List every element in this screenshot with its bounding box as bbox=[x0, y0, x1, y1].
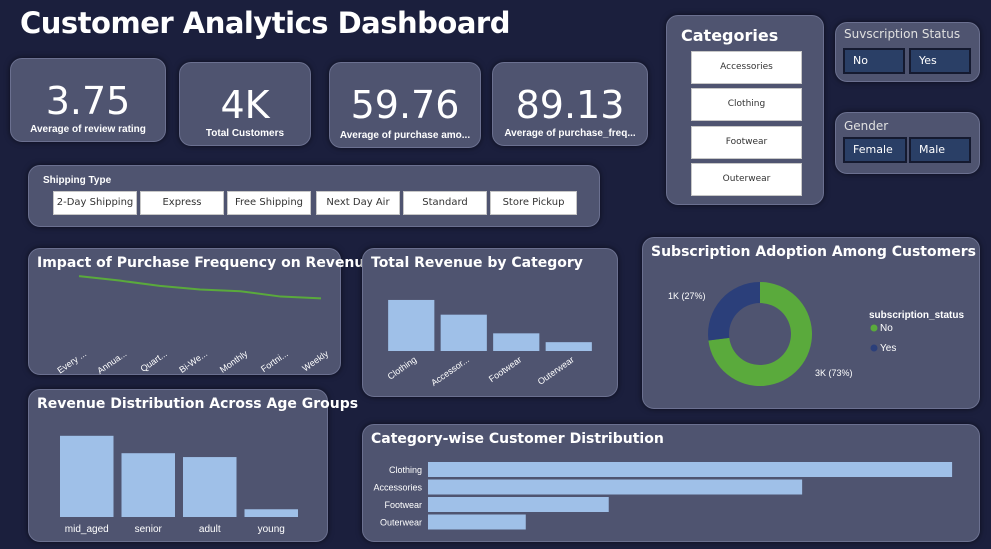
subscription-adoption-chart: Subscription Adoption Among Customers 3K… bbox=[642, 237, 980, 409]
x-tick-label: Clothing bbox=[386, 354, 419, 381]
legend-marker bbox=[870, 324, 878, 332]
category-option-accessories[interactable]: Accessories bbox=[691, 51, 802, 84]
x-tick-label: Bi-We... bbox=[177, 348, 209, 374]
y-tick-label: Accessories bbox=[373, 483, 422, 493]
x-tick-label: Footwear bbox=[487, 354, 523, 384]
legend-title: subscription_status bbox=[869, 310, 964, 321]
donut-slice bbox=[708, 282, 812, 386]
kpi-value: 59.76 bbox=[350, 83, 460, 127]
bar bbox=[388, 299, 435, 351]
donut-slice bbox=[708, 282, 760, 341]
bar bbox=[440, 314, 487, 351]
categories-label: Categories bbox=[681, 26, 779, 45]
y-tick-label: Clothing bbox=[389, 465, 422, 475]
subscription-status-slicer: Suvscription Status No Yes bbox=[835, 22, 980, 82]
kpi-card-purchase-amount[interactable]: 59.76 Average of purchase amo... bbox=[329, 62, 481, 148]
x-tick-label: Fortni... bbox=[259, 348, 290, 374]
subscription-status-label: Suvscription Status bbox=[844, 27, 961, 41]
shipping-option-2day[interactable]: 2-Day Shipping bbox=[53, 191, 137, 215]
kpi-label: Average of review rating bbox=[30, 124, 146, 135]
kpi-value: 89.13 bbox=[515, 83, 625, 127]
shipping-option-next-day[interactable]: Next Day Air bbox=[316, 191, 400, 215]
bar bbox=[428, 514, 526, 530]
bar bbox=[428, 462, 953, 477]
subscription-donut-svg: 3K (73%) 1K (27%) subscription_status No Yes bbox=[668, 282, 964, 386]
bar bbox=[545, 342, 592, 351]
age-group-svg: mid_aged senior adult young bbox=[59, 435, 299, 535]
bar bbox=[428, 479, 803, 495]
kpi-label: Total Customers bbox=[205, 128, 285, 139]
series-line bbox=[78, 275, 322, 300]
shipping-type-slicer: Shipping Type 2-Day Shipping Express Fre… bbox=[28, 165, 600, 227]
subscription-option-no[interactable]: No bbox=[843, 48, 905, 74]
bar bbox=[59, 435, 114, 517]
revenue-by-category-svg: Clothing Accessor... Footwear Outerwear bbox=[386, 299, 592, 388]
x-tick-label: mid_aged bbox=[65, 524, 109, 535]
kpi-value: 4K bbox=[220, 83, 270, 127]
legend-label: No bbox=[880, 323, 893, 334]
gender-option-male[interactable]: Male bbox=[909, 137, 971, 163]
shipping-option-standard[interactable]: Standard bbox=[403, 191, 487, 215]
kpi-value: 3.75 bbox=[45, 79, 131, 123]
categories-slicer: Categories Accessories Clothing Footwear… bbox=[666, 15, 824, 205]
x-tick-label: senior bbox=[135, 524, 163, 535]
x-tick-label: adult bbox=[199, 524, 221, 535]
category-option-footwear[interactable]: Footwear bbox=[691, 126, 802, 159]
bar bbox=[121, 453, 176, 517]
purchase-frequency-chart: Impact of Purchase Frequency on Revenue … bbox=[28, 248, 374, 376]
kpi-label: Average of purchase amo... bbox=[339, 130, 471, 141]
category-customer-svg: Clothing Accessories Footwear Outerwear bbox=[373, 462, 953, 530]
category-option-clothing[interactable]: Clothing bbox=[691, 88, 802, 121]
chart-title: Revenue Distribution Across Age Groups bbox=[37, 396, 359, 412]
x-tick-label: young bbox=[258, 524, 285, 535]
chart-title: Subscription Adoption Among Customers bbox=[651, 244, 976, 260]
y-tick-label: Footwear bbox=[384, 500, 422, 510]
kpi-card-purchase-frequency[interactable]: 89.13 Average of purchase_freq... bbox=[492, 62, 648, 146]
x-tick-label: Monthly bbox=[218, 348, 250, 375]
chart-title: Impact of Purchase Frequency on Revenue bbox=[37, 255, 374, 271]
kpi-card-review-rating[interactable]: 3.75 Average of review rating bbox=[10, 58, 166, 142]
x-tick-label: Every ... bbox=[55, 348, 88, 375]
shipping-option-express[interactable]: Express bbox=[140, 191, 224, 215]
gender-label: Gender bbox=[844, 119, 889, 133]
chart-title: Category-wise Customer Distribution bbox=[371, 431, 664, 447]
category-customer-chart: Category-wise Customer Distribution Clot… bbox=[362, 424, 980, 542]
slice-label: 1K (27%) bbox=[668, 291, 706, 301]
gender-option-female[interactable]: Female bbox=[843, 137, 907, 163]
bar bbox=[244, 509, 299, 517]
x-tick-label: Quart... bbox=[138, 348, 168, 373]
age-group-revenue-chart: Revenue Distribution Across Age Groups m… bbox=[28, 389, 358, 542]
y-tick-label: Outerwear bbox=[380, 518, 422, 528]
shipping-type-label: Shipping Type bbox=[43, 175, 112, 186]
gender-slicer: Gender Female Male bbox=[835, 112, 980, 174]
shipping-option-store-pickup[interactable]: Store Pickup bbox=[490, 191, 577, 215]
legend-marker bbox=[870, 344, 878, 352]
bar bbox=[493, 333, 540, 351]
x-tick-label: Annua... bbox=[95, 348, 128, 375]
subscription-option-yes[interactable]: Yes bbox=[909, 48, 971, 74]
bar bbox=[182, 457, 237, 517]
slice-label: 3K (73%) bbox=[815, 368, 853, 378]
category-option-outerwear[interactable]: Outerwear bbox=[691, 163, 802, 196]
page-title: Customer Analytics Dashboard bbox=[20, 6, 510, 40]
bar bbox=[428, 497, 609, 512]
revenue-by-category-chart: Total Revenue by Category Clothing Access… bbox=[362, 248, 618, 397]
kpi-card-total-customers[interactable]: 4K Total Customers bbox=[179, 62, 311, 146]
x-tick-label: Outerwear bbox=[536, 354, 576, 386]
x-tick-label: Accessor... bbox=[429, 354, 471, 387]
kpi-label: Average of purchase_freq... bbox=[504, 128, 636, 139]
chart-title: Total Revenue by Category bbox=[371, 255, 583, 271]
legend-label: Yes bbox=[880, 343, 896, 354]
x-tick-label: Weekly bbox=[300, 348, 330, 373]
purchase-frequency-line-svg: Every ... Annua... Quart... Bi-We... Monthly… bbox=[55, 275, 331, 376]
shipping-option-free[interactable]: Free Shipping bbox=[227, 191, 311, 215]
